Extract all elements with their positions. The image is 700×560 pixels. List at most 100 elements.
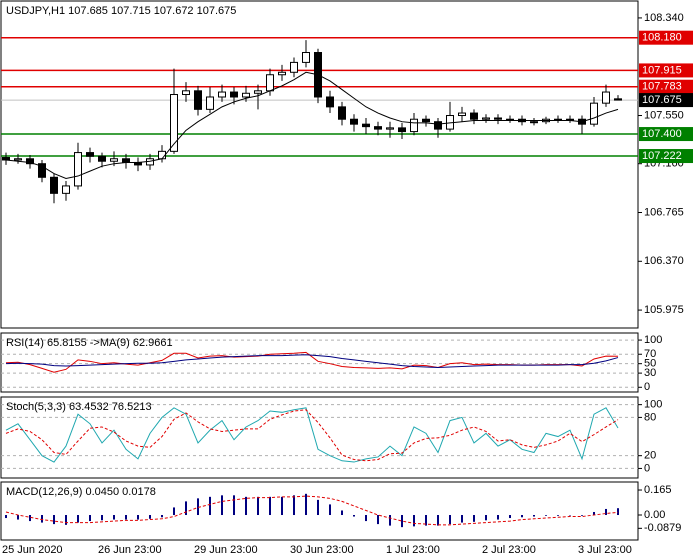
candle-body xyxy=(194,90,202,110)
macd-bar xyxy=(65,515,67,525)
macd-bar xyxy=(149,515,151,519)
candle-body xyxy=(98,155,106,162)
macd-bar xyxy=(497,515,499,520)
y-tick-label: 30 xyxy=(644,367,656,379)
y-tick-label: 80 xyxy=(644,411,656,423)
macd-bar xyxy=(569,515,571,516)
pane-frame xyxy=(0,332,639,393)
macd-bar xyxy=(593,511,595,516)
macd-bar xyxy=(425,515,427,526)
candle-body xyxy=(470,112,478,120)
macd-bar xyxy=(53,515,55,525)
macd-bar xyxy=(509,515,511,519)
macd-bar xyxy=(341,510,343,516)
candle-body xyxy=(14,158,22,161)
y-tick-label: 105.975 xyxy=(644,304,684,316)
candle-body xyxy=(482,117,490,120)
candle-body xyxy=(2,157,10,161)
y-tick-label: 108.340 xyxy=(644,12,684,24)
macd-bar xyxy=(533,515,535,517)
macd-bar xyxy=(41,515,43,523)
candle-body xyxy=(218,91,226,98)
x-tick-label: 30 Jun 23:00 xyxy=(290,544,354,556)
y-tick-label: 106.370 xyxy=(644,255,684,267)
level-tag xyxy=(639,79,693,94)
candle-body xyxy=(110,158,118,162)
y-tick-label: 0.165 xyxy=(644,484,672,496)
macd-bar xyxy=(317,499,319,516)
candle-body xyxy=(374,126,382,130)
macd-bar xyxy=(209,496,211,516)
candle-body xyxy=(254,90,262,94)
macd-bar xyxy=(401,515,403,528)
candle-body xyxy=(86,152,94,157)
y-tick-label: 100 xyxy=(644,399,662,411)
macd-bar xyxy=(485,515,487,521)
macd-bar xyxy=(377,515,379,525)
last-price-label: 107.675 xyxy=(642,94,682,106)
macd-bar xyxy=(329,504,331,516)
macd-bar xyxy=(125,515,127,520)
indicator-line xyxy=(5,407,619,463)
candle-body xyxy=(74,152,82,187)
y-tick-label: 0 xyxy=(644,462,650,474)
macd-bar xyxy=(29,515,31,522)
pane-title: USDJPY,H1 107.685 107.715 107.672 107.67… xyxy=(6,5,236,17)
x-tick-label: 25 Jun 2020 xyxy=(2,544,63,556)
level-tag xyxy=(639,127,693,142)
macd-bar xyxy=(281,496,283,516)
candle-body xyxy=(278,71,286,76)
candle-body xyxy=(122,158,130,163)
moving-average xyxy=(5,71,619,180)
level-label: 108.180 xyxy=(642,32,682,44)
pane-frame xyxy=(0,481,639,541)
macd-bar xyxy=(545,515,547,516)
macd-bar xyxy=(353,515,355,517)
macd-bar xyxy=(233,495,235,516)
pane-frame xyxy=(0,0,639,329)
pane-title: MACD(12,26,9) 0.0450 0.0178 xyxy=(6,486,156,498)
y-tick-label: 0.00 xyxy=(644,509,665,521)
y-tick-label: 106.765 xyxy=(644,206,684,218)
candle-body xyxy=(362,123,370,128)
macd-bar xyxy=(17,515,19,520)
macd-bar xyxy=(77,515,79,523)
macd-bar xyxy=(305,493,307,516)
indicator-line xyxy=(5,354,619,368)
pane-title: RSI(14) 65.8155 ->MA(9) 62.9661 xyxy=(6,337,173,349)
macd-bar xyxy=(605,508,607,516)
candle-body xyxy=(614,98,622,101)
candle-body xyxy=(170,94,178,152)
macd-bar xyxy=(101,515,103,521)
pane-title: Stoch(5,3,3) 63.4532 76.5213 xyxy=(6,401,152,413)
candle-body xyxy=(602,91,610,104)
y-tick-label: 0 xyxy=(644,381,650,393)
macd-bar xyxy=(161,515,163,518)
candle-body xyxy=(434,121,442,130)
macd-bar xyxy=(581,515,583,516)
candle-body xyxy=(26,158,34,165)
macd-bar xyxy=(173,507,175,516)
macd-bar xyxy=(257,496,259,516)
macd-bar xyxy=(221,495,223,516)
x-tick-label: 2 Jul 23:00 xyxy=(482,544,536,556)
level-tag xyxy=(639,63,693,78)
macd-bar xyxy=(269,496,271,516)
macd-bar xyxy=(365,515,367,522)
candle-body xyxy=(242,92,250,98)
last-price-tag xyxy=(639,93,693,108)
candle-body xyxy=(410,118,418,133)
macd-bar xyxy=(89,515,91,522)
candle-body xyxy=(290,61,298,73)
y-tick-label: -0.0879 xyxy=(644,522,681,534)
candle-body xyxy=(230,91,238,98)
candle-body xyxy=(338,106,346,120)
level-label: 107.400 xyxy=(642,128,682,140)
candle-body xyxy=(50,176,58,194)
level-label: 107.783 xyxy=(642,81,682,93)
y-tick-label: 50 xyxy=(644,358,656,370)
candle-body xyxy=(206,96,214,110)
y-tick-label: 70 xyxy=(644,348,656,360)
y-tick-label: 100 xyxy=(644,334,662,346)
